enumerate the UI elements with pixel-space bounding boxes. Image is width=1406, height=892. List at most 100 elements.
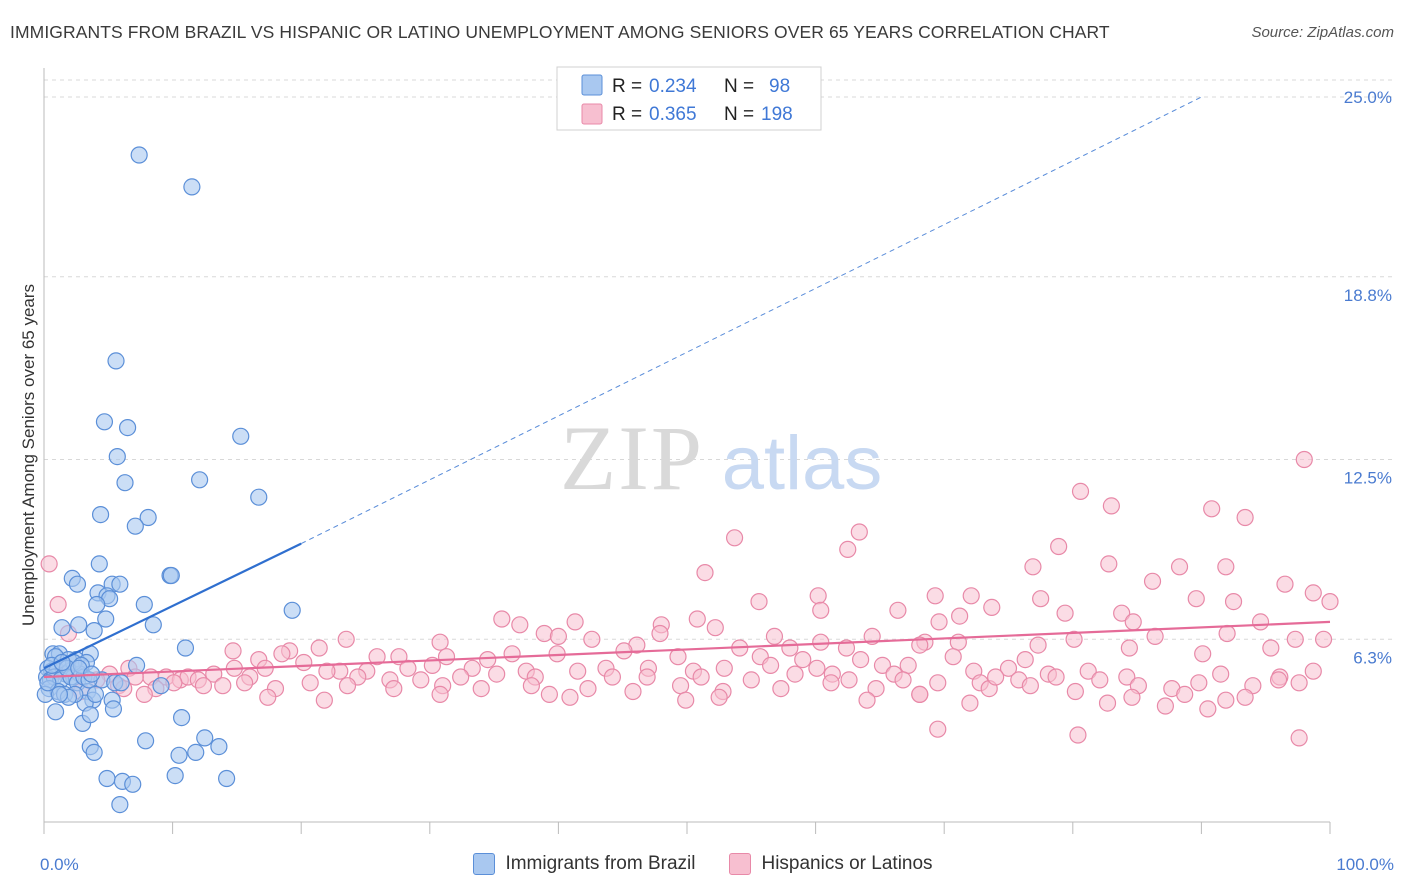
data-point-hispanics bbox=[1262, 639, 1280, 657]
data-point-hispanics bbox=[624, 682, 642, 701]
data-point-brazil bbox=[70, 616, 88, 634]
data-point-brazil bbox=[166, 766, 184, 785]
x-tick-label-min: 0.0% bbox=[40, 855, 79, 874]
data-point-hispanics bbox=[781, 639, 799, 657]
data-point-hispanics bbox=[677, 691, 695, 709]
data-point-brazil bbox=[46, 703, 65, 721]
data-point-hispanics bbox=[786, 665, 804, 683]
data-point-hispanics bbox=[1176, 685, 1194, 704]
data-point-brazil bbox=[111, 795, 129, 814]
data-point-brazil bbox=[108, 448, 126, 466]
legend-swatch-hispanics-bottom bbox=[729, 853, 752, 875]
data-point-hispanics bbox=[840, 671, 858, 689]
data-point-hispanics bbox=[540, 685, 558, 704]
data-point-hispanics bbox=[669, 648, 687, 666]
legend-n-label-hispanics: N = bbox=[724, 104, 754, 125]
data-point-hispanics bbox=[808, 659, 826, 677]
data-point-hispanics bbox=[1143, 572, 1162, 590]
data-point-hispanics bbox=[1194, 645, 1212, 663]
data-point-brazil bbox=[136, 732, 155, 750]
legend-item-hispanics: Hispanics or Latinos bbox=[729, 853, 933, 875]
data-point-brazil bbox=[53, 619, 71, 637]
data-point-brazil bbox=[85, 621, 103, 640]
data-point-hispanics bbox=[710, 688, 728, 706]
data-point-hispanics bbox=[765, 627, 784, 646]
tick-labels: 6.3% 12.5% 18.8% 25.0% 0.0% 100.0% bbox=[40, 88, 1394, 874]
data-point-hispanics bbox=[40, 555, 58, 573]
data-point-hispanics bbox=[1069, 726, 1087, 744]
data-point-hispanics bbox=[926, 587, 944, 605]
data-point-brazil bbox=[191, 471, 209, 489]
data-point-hispanics bbox=[1251, 613, 1270, 631]
y-tick-label: 25.0% bbox=[1344, 88, 1392, 107]
data-point-hispanics bbox=[772, 679, 790, 698]
data-point-hispanics bbox=[706, 619, 724, 637]
data-point-hispanics bbox=[1124, 613, 1142, 631]
trend-lines bbox=[43, 96, 1331, 679]
data-point-hispanics bbox=[1102, 497, 1120, 515]
data-point-hispanics bbox=[315, 691, 333, 709]
data-point-hispanics bbox=[944, 648, 962, 666]
legend-label-hispanics: Hispanics or Latinos bbox=[761, 853, 933, 874]
data-point-hispanics bbox=[651, 624, 669, 643]
data-point-hispanics bbox=[1016, 650, 1034, 669]
data-point-hispanics bbox=[1286, 630, 1304, 648]
data-point-hispanics bbox=[511, 616, 529, 634]
data-point-hispanics bbox=[1024, 558, 1042, 576]
data-point-brazil bbox=[90, 555, 108, 573]
data-point-hispanics bbox=[1050, 537, 1068, 556]
data-point-hispanics bbox=[1276, 575, 1294, 593]
data-point-hispanics bbox=[431, 633, 449, 651]
legend-n-label-brazil: N = bbox=[724, 76, 754, 97]
data-point-brazil bbox=[152, 677, 170, 695]
y-tick-label: 18.8% bbox=[1344, 286, 1392, 305]
data-point-hispanics bbox=[566, 613, 584, 631]
data-point-hispanics bbox=[1056, 604, 1074, 622]
data-point-hispanics bbox=[236, 674, 254, 692]
data-point-hispanics bbox=[431, 685, 449, 704]
data-point-hispanics bbox=[1199, 700, 1217, 718]
legend-r-value-hispanics: 0.365 bbox=[649, 104, 697, 125]
data-point-hispanics bbox=[852, 650, 870, 669]
data-point-hispanics bbox=[561, 688, 579, 706]
data-point-hispanics bbox=[1314, 630, 1333, 648]
data-point-hispanics bbox=[1218, 624, 1236, 643]
data-point-hispanics bbox=[569, 662, 587, 680]
data-point-hispanics bbox=[1029, 636, 1047, 654]
data-point-hispanics bbox=[1224, 592, 1243, 611]
trend-line-brazil-extension bbox=[300, 96, 1202, 545]
data-point-brazil bbox=[81, 706, 99, 724]
data-point-hispanics bbox=[873, 656, 892, 675]
data-point-brazil bbox=[98, 769, 116, 788]
data-point-hispanics bbox=[437, 648, 456, 666]
data-point-hispanics bbox=[867, 679, 885, 698]
data-point-hispanics bbox=[1156, 697, 1174, 715]
data-point-hispanics bbox=[135, 685, 153, 704]
data-point-hispanics bbox=[535, 624, 553, 643]
legend-swatch-brazil bbox=[581, 74, 603, 96]
data-point-hispanics bbox=[1100, 555, 1118, 573]
data-point-hispanics bbox=[1217, 558, 1235, 576]
data-point-hispanics bbox=[911, 636, 929, 654]
data-point-brazil bbox=[104, 700, 123, 718]
data-point-brazil bbox=[139, 508, 157, 527]
data-point-hispanics bbox=[894, 671, 912, 689]
data-point-hispanics bbox=[929, 674, 947, 692]
data-point-brazil bbox=[126, 517, 144, 535]
data-point-hispanics bbox=[1269, 671, 1288, 689]
data-point-hispanics bbox=[503, 645, 521, 663]
y-tick-label: 12.5% bbox=[1344, 469, 1392, 488]
data-point-hispanics bbox=[839, 540, 857, 559]
data-point-hispanics bbox=[911, 685, 929, 704]
bottom-legend: Immigrants from Brazil Hispanics or Lati… bbox=[0, 850, 1406, 878]
data-point-hispanics bbox=[603, 668, 622, 686]
data-point-hispanics bbox=[1295, 450, 1313, 469]
data-point-brazil bbox=[124, 775, 142, 793]
data-point-brazil bbox=[127, 656, 146, 675]
source-credit: Source: ZipAtlas.com bbox=[1251, 24, 1394, 41]
data-point-brazil bbox=[210, 737, 228, 756]
data-point-hispanics bbox=[488, 665, 506, 683]
data-point-brazil bbox=[196, 729, 214, 747]
data-point-hispanics bbox=[49, 595, 67, 614]
data-point-brazil bbox=[283, 601, 301, 619]
